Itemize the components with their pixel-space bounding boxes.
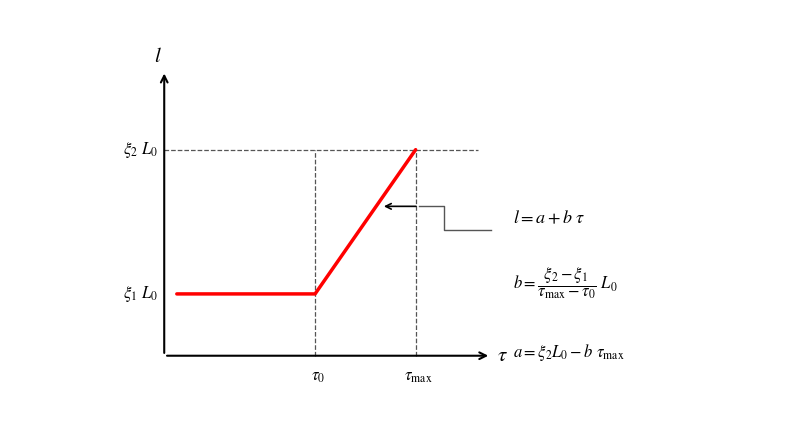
Text: $\tau_0$: $\tau_0$ bbox=[311, 369, 325, 385]
Text: $\xi_2 \ L_0$: $\xi_2 \ L_0$ bbox=[123, 140, 158, 160]
Text: $\xi_1 \ L_0$: $\xi_1 \ L_0$ bbox=[123, 284, 158, 304]
Text: $l = a + b\ \tau$: $l = a + b\ \tau$ bbox=[513, 210, 586, 227]
Text: $\tau_{\mathrm{max}}$: $\tau_{\mathrm{max}}$ bbox=[405, 369, 433, 385]
Text: $b = \dfrac{\xi_2 - \xi_1}{\tau_{\mathrm{max}} - \tau_0}\ L_0$: $b = \dfrac{\xi_2 - \xi_1}{\tau_{\mathrm… bbox=[513, 266, 618, 301]
Text: $\it{l}$: $\it{l}$ bbox=[154, 47, 162, 67]
Text: $a = \xi_2 L_0 - b\ \tau_{\mathrm{max}}$: $a = \xi_2 L_0 - b\ \tau_{\mathrm{max}}$ bbox=[513, 342, 624, 363]
Text: $\it{\tau}$: $\it{\tau}$ bbox=[497, 346, 508, 366]
